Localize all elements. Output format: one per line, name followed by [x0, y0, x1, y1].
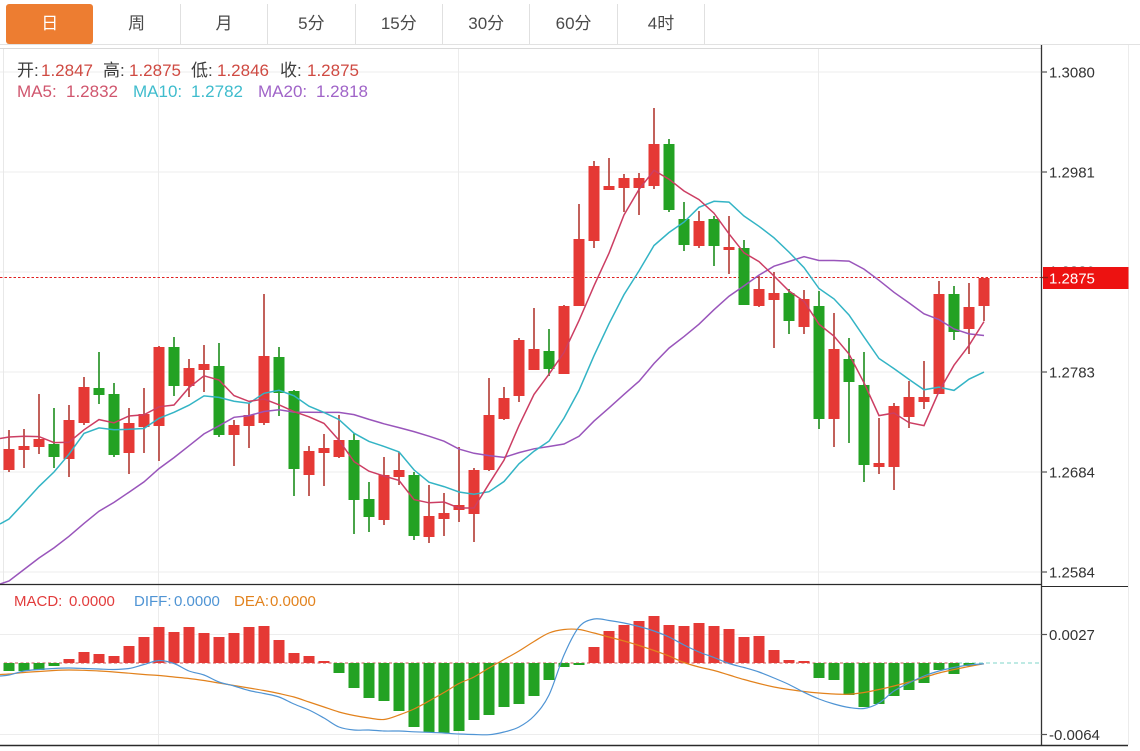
- svg-text:1.3080: 1.3080: [1049, 65, 1095, 82]
- svg-text:1.2684: 1.2684: [1049, 465, 1095, 482]
- svg-text:收:: 收:: [280, 61, 302, 80]
- svg-text:1.2875: 1.2875: [1049, 271, 1095, 288]
- svg-text:0.0000: 0.0000: [69, 593, 115, 610]
- svg-text:1.2981: 1.2981: [1049, 165, 1095, 182]
- svg-text:开:: 开:: [17, 61, 39, 80]
- svg-text:1.2846: 1.2846: [217, 61, 269, 80]
- svg-text:0.0000: 0.0000: [174, 593, 220, 610]
- svg-text:0.0000: 0.0000: [270, 593, 316, 610]
- svg-text:MA5:: MA5:: [17, 82, 57, 101]
- svg-text:高:: 高:: [103, 61, 125, 80]
- svg-text:MA20:: MA20:: [258, 82, 307, 101]
- svg-text:0.0027: 0.0027: [1049, 627, 1095, 644]
- svg-text:1.2875: 1.2875: [129, 61, 181, 80]
- svg-text:1.2584: 1.2584: [1049, 565, 1095, 582]
- svg-text:1.2847: 1.2847: [41, 61, 93, 80]
- svg-text:低:: 低:: [191, 61, 213, 80]
- svg-text:1.2782: 1.2782: [191, 82, 243, 101]
- svg-text:MACD:: MACD:: [14, 593, 62, 610]
- svg-text:1.2783: 1.2783: [1049, 365, 1095, 382]
- svg-text:DEA:: DEA:: [234, 593, 269, 610]
- svg-text:1.2818: 1.2818: [316, 82, 368, 101]
- svg-text:MA10:: MA10:: [133, 82, 182, 101]
- svg-text:1.2832: 1.2832: [66, 82, 118, 101]
- svg-text:DIFF:: DIFF:: [134, 593, 172, 610]
- svg-text:1.2875: 1.2875: [307, 61, 359, 80]
- svg-text:-0.0064: -0.0064: [1049, 727, 1100, 744]
